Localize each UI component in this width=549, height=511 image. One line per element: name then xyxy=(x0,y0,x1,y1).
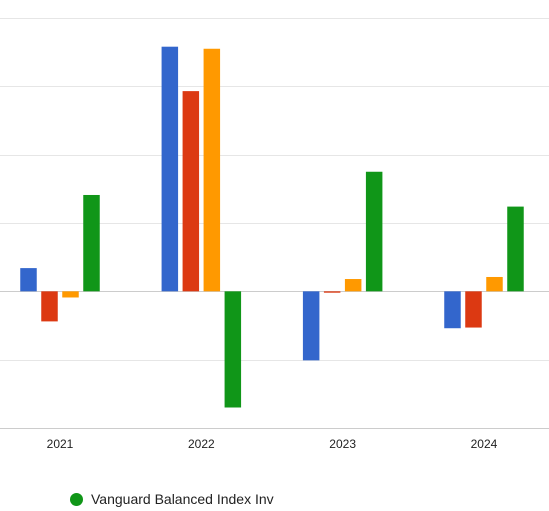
bar-2024-series-2[interactable] xyxy=(465,291,482,328)
bar-2022-series-2[interactable] xyxy=(182,91,200,292)
bar-2021-series-3[interactable] xyxy=(62,291,79,298)
bar-2023-series-4[interactable] xyxy=(365,171,383,292)
bar-2022-series-1[interactable] xyxy=(161,46,179,292)
bar-2024-series-1[interactable] xyxy=(444,291,461,329)
legend-swatch xyxy=(70,492,83,506)
x-axis: 2021 2022 2023 2024 xyxy=(0,428,549,451)
legend-label: Vanguard Balanced Index Inv xyxy=(91,491,274,507)
bar-2021-series-4[interactable] xyxy=(83,194,100,292)
bar-2023-series-1[interactable] xyxy=(302,291,320,361)
legend: Vanguard Balanced Index Inv xyxy=(70,490,274,508)
bar-chart: 2021 2022 2023 2024 xyxy=(0,18,549,451)
x-tick-label: 2022 xyxy=(188,437,215,451)
bars xyxy=(20,46,524,408)
bar-2024-series-4[interactable] xyxy=(507,206,524,292)
x-tick-label: 2024 xyxy=(471,437,498,451)
bar-2023-series-2[interactable] xyxy=(323,291,341,293)
bar-2022-series-4[interactable] xyxy=(224,291,242,408)
bar-2023-series-3[interactable] xyxy=(344,279,362,292)
bar-2022-series-3[interactable] xyxy=(203,48,221,292)
x-tick-label: 2023 xyxy=(329,437,356,451)
bar-2021-series-1[interactable] xyxy=(20,268,37,292)
bar-2021-series-2[interactable] xyxy=(41,291,58,322)
x-tick-label: 2021 xyxy=(47,437,74,451)
bar-2024-series-3[interactable] xyxy=(486,276,503,292)
